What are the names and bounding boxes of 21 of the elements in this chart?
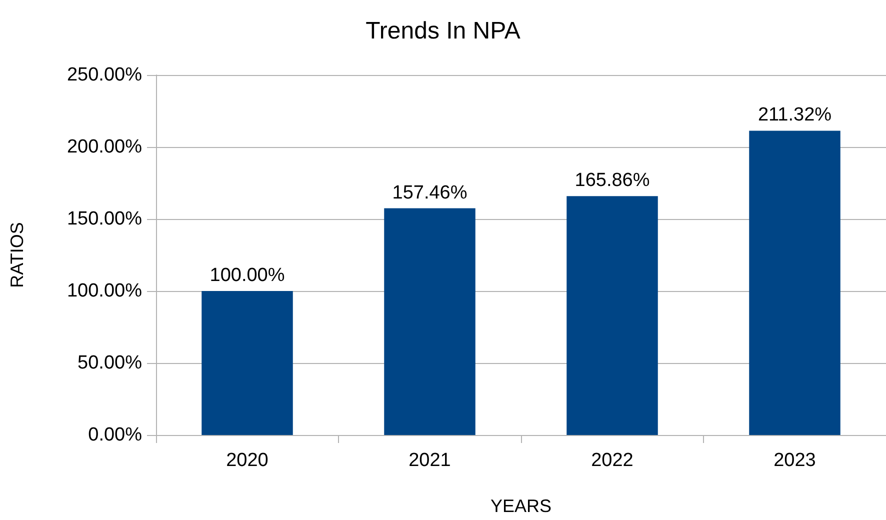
y-tick-label: 150.00% (66, 208, 142, 230)
y-tick-label: 50.00% (78, 352, 142, 374)
x-tick-label: 2020 (226, 450, 268, 471)
data-label: 157.46% (392, 182, 468, 204)
x-tick-label: 2022 (591, 450, 634, 471)
x-tick-label: 2023 (774, 450, 816, 471)
y-axis-title: RATIOS (7, 222, 27, 288)
x-axis-title: YEARS (490, 496, 552, 516)
data-label: 100.00% (210, 265, 285, 286)
bar (566, 196, 658, 435)
bar (384, 208, 476, 435)
y-tick-label: 0.00% (88, 424, 142, 446)
x-tick-label: 2021 (408, 450, 451, 471)
bar (202, 291, 293, 435)
y-tick-label: 200.00% (66, 136, 142, 158)
y-tick-label: 250.00% (66, 64, 142, 86)
chart-title: Trends In NPA (366, 18, 520, 44)
data-label: 165.86% (574, 170, 650, 192)
bar (749, 130, 840, 435)
y-tick-label: 100.00% (66, 280, 142, 302)
data-label: 211.32% (758, 104, 832, 126)
